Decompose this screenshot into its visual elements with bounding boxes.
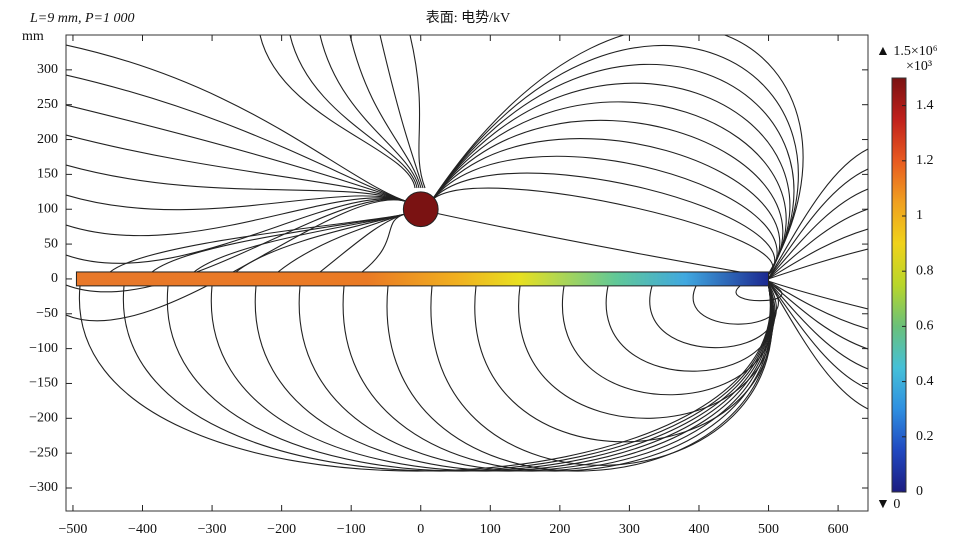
field-line [430, 282, 773, 466]
colorbar-tick-label: 1.2 [916, 153, 934, 168]
field-line [431, 172, 776, 276]
field-line [692, 282, 779, 325]
y-tick-label: 250 [37, 97, 58, 112]
colorbar-tick-label: 0.4 [916, 374, 934, 389]
field-line [767, 280, 868, 410]
field-line [431, 138, 781, 276]
field-line [349, 35, 422, 189]
y-tick-label: 0 [51, 271, 58, 286]
conductor [75, 271, 770, 287]
field-line [767, 168, 868, 280]
field-line [767, 148, 868, 280]
field-line [767, 188, 868, 280]
field-line [767, 248, 868, 280]
field-line [431, 63, 795, 276]
y-tick-label: −250 [29, 445, 58, 460]
field-line [767, 280, 868, 310]
field-line [66, 164, 409, 203]
field-line [66, 74, 409, 203]
field-line [561, 282, 775, 396]
field-line [431, 82, 791, 276]
field-line [735, 282, 783, 302]
field-line [767, 208, 868, 280]
field-line [379, 35, 424, 189]
colorbar-tick-label: 0.2 [916, 429, 934, 444]
y-tick-label: −100 [29, 341, 58, 356]
x-tick-label: 300 [619, 522, 640, 537]
field-line [767, 280, 868, 350]
x-tick-label: −500 [59, 522, 88, 537]
field-line [431, 155, 778, 276]
field-line [409, 35, 426, 189]
y-tick-label: −300 [29, 480, 58, 495]
field-line [431, 101, 787, 276]
field-line [66, 104, 409, 203]
field-line [767, 280, 868, 370]
field-line [289, 35, 418, 189]
colorbar-tick-label: 0.6 [916, 319, 934, 334]
field-line [605, 282, 776, 372]
y-tick-label: 150 [37, 167, 58, 182]
y-axis-label: mm [22, 29, 44, 44]
y-tick-label: −200 [29, 411, 58, 426]
x-tick-label: 100 [480, 522, 501, 537]
chart-title: 表面: 电势/kV [426, 10, 510, 26]
field-line [319, 213, 406, 273]
x-tick-label: −200 [267, 522, 296, 537]
colorbar-max: ▲ 1.5×10⁶ [876, 44, 938, 59]
colorbar [891, 77, 907, 493]
colorbar-tick-label: 0 [916, 484, 923, 499]
field-line [431, 44, 799, 276]
field-line [767, 228, 868, 280]
x-tick-label: 500 [758, 522, 779, 537]
field-line [66, 197, 409, 237]
field-line [767, 280, 868, 390]
field-line [361, 213, 406, 273]
annotation: L=9 mm, P=1 000 [29, 11, 134, 26]
colorbar-tick-label: 1.4 [916, 98, 934, 113]
y-tick-label: 50 [44, 236, 58, 251]
field-line [518, 282, 774, 419]
y-tick-label: 200 [37, 132, 58, 147]
field-line [474, 282, 774, 443]
field-line [431, 35, 804, 276]
y-tick-label: −50 [36, 306, 58, 321]
sphere [402, 191, 439, 228]
colorbar-tick-label: 1 [916, 208, 923, 223]
x-tick-label: −300 [198, 522, 227, 537]
colorbar-tick-label: 0.8 [916, 263, 934, 278]
y-tick-label: −150 [29, 376, 58, 391]
y-tick-label: 300 [37, 62, 58, 77]
x-tick-label: 400 [688, 522, 709, 537]
field-line [277, 213, 406, 273]
x-tick-label: 0 [417, 522, 424, 537]
x-tick-label: 200 [549, 522, 570, 537]
field-line [66, 198, 409, 264]
field-line [259, 35, 416, 189]
colorbar-unit: ×10³ [906, 59, 932, 74]
colorbar-min: ▼ 0 [876, 497, 900, 512]
x-tick-label: 600 [828, 522, 849, 537]
field-line [431, 119, 784, 276]
field-line [66, 198, 409, 293]
field-line [66, 44, 409, 203]
field-lines [66, 35, 868, 472]
field-line [767, 280, 868, 330]
field-line [66, 194, 409, 211]
y-tick-label: 100 [37, 201, 58, 216]
field-line [431, 187, 773, 276]
field-line [319, 35, 420, 189]
field-line [386, 282, 773, 472]
x-tick-label: −100 [337, 522, 366, 537]
x-tick-label: −400 [128, 522, 157, 537]
field-line [66, 134, 409, 203]
